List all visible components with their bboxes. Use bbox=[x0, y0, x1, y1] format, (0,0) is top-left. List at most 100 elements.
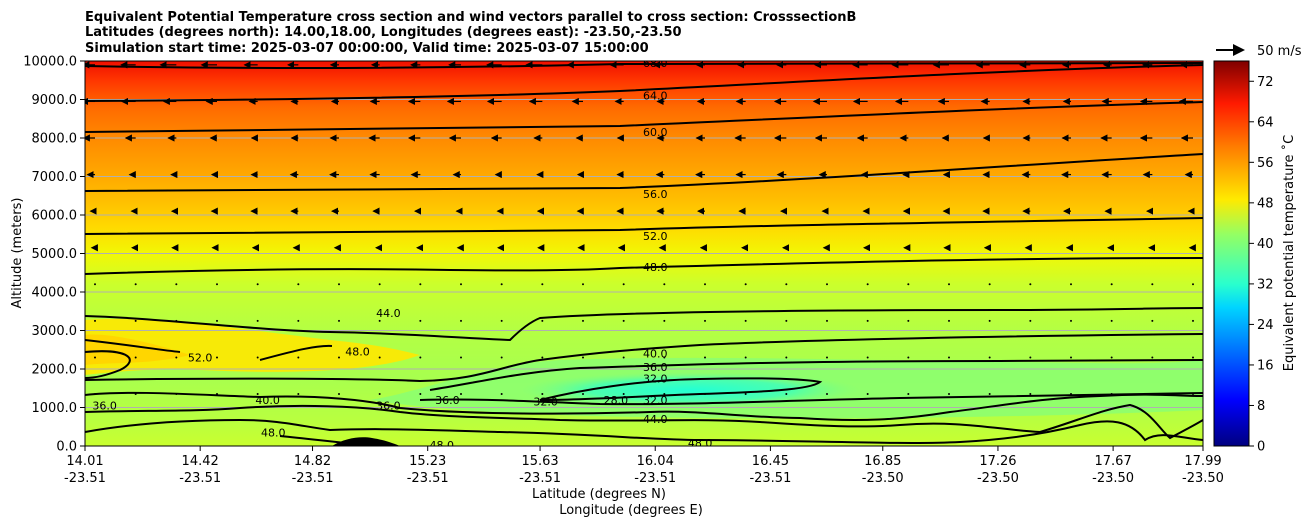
x-tick-lat: 15.63 bbox=[521, 454, 558, 469]
wind-vector bbox=[297, 393, 300, 396]
wind-vector bbox=[216, 393, 218, 396]
wind-vector bbox=[541, 393, 544, 396]
wind-vector bbox=[256, 356, 259, 359]
wind-vector bbox=[297, 319, 300, 322]
wind-vector bbox=[988, 319, 991, 322]
x-tick-lon: -23.51 bbox=[749, 471, 791, 486]
wind-vector bbox=[500, 356, 503, 359]
wind-vector bbox=[419, 283, 422, 286]
colorbar-tick-label: 0 bbox=[1257, 440, 1265, 455]
contour-48-lobe bbox=[259, 344, 333, 361]
wind-vector bbox=[785, 356, 788, 359]
x-tick-lon: -23.50 bbox=[862, 471, 904, 486]
wind-vector bbox=[582, 356, 584, 359]
contour-label: 48.0 bbox=[261, 427, 286, 440]
wind-vector bbox=[907, 356, 910, 359]
grid bbox=[85, 99, 1203, 408]
wind-vector bbox=[866, 393, 869, 396]
title-line-1: Equivalent Potential Temperature cross s… bbox=[85, 10, 856, 25]
x-axis: 14.01 -23.51 14.42 -23.51 14.82 -23.51 15.23 -2… bbox=[64, 446, 1224, 486]
contour-label: 48.0 bbox=[429, 439, 454, 452]
wind-vector bbox=[500, 283, 503, 286]
wind-vector bbox=[338, 283, 340, 286]
x-tick-lon: -23.51 bbox=[292, 471, 334, 486]
wind-vector bbox=[378, 356, 381, 359]
x-tick-lon: -23.50 bbox=[1092, 471, 1134, 486]
wind-vector bbox=[419, 319, 422, 322]
wind-vector bbox=[460, 393, 462, 396]
title-line-2: Latitudes (degrees north): 14.00,18.00, … bbox=[85, 25, 682, 40]
wind-vector bbox=[460, 283, 462, 286]
x-tick-lon: -23.51 bbox=[407, 471, 449, 486]
wind-vector bbox=[1070, 393, 1072, 396]
contour-label: 68.0 bbox=[643, 57, 668, 70]
wind-vector bbox=[134, 356, 137, 359]
contour-label: 60.0 bbox=[643, 126, 668, 139]
contour-label: 36.0 bbox=[643, 361, 668, 374]
contour-label: 48.0 bbox=[643, 261, 668, 274]
wind-vector bbox=[378, 319, 381, 322]
wind-vector bbox=[460, 319, 462, 322]
colorbar-label: Equivalent potential temperature ˚C bbox=[1281, 135, 1297, 371]
x-tick-lon: -23.51 bbox=[179, 471, 221, 486]
wind-vector bbox=[1029, 393, 1032, 396]
wind-vector bbox=[663, 283, 666, 286]
y-tick-label: 8000.0 bbox=[32, 132, 78, 147]
contour-label: 32.0 bbox=[533, 396, 558, 409]
x-tick-lat: 17.67 bbox=[1095, 454, 1132, 469]
x-tick-lat: 17.99 bbox=[1184, 454, 1221, 469]
wind-vector bbox=[1110, 393, 1113, 396]
wind-vector bbox=[988, 393, 991, 396]
contour-36-lower bbox=[85, 391, 1203, 421]
wind-vector bbox=[378, 283, 381, 286]
wind-vector bbox=[1151, 283, 1154, 286]
wind-vector bbox=[988, 283, 991, 286]
contour-label: 36.0 bbox=[435, 394, 460, 407]
wind-vector bbox=[1029, 319, 1032, 322]
x-tick-lat: 16.04 bbox=[637, 454, 674, 469]
wind-vector bbox=[1151, 356, 1154, 359]
y-tick-label: 10000.0 bbox=[23, 55, 77, 70]
wind-vector bbox=[866, 356, 869, 359]
wind-vector bbox=[744, 319, 747, 322]
y-tick-label: 4000.0 bbox=[32, 286, 78, 301]
x-axis-label-lon: Longitude (degrees E) bbox=[559, 503, 703, 518]
x-axis-label-lat: Latitude (degrees N) bbox=[532, 487, 666, 502]
y-tick-label: 2000.0 bbox=[32, 363, 78, 378]
wind-vector bbox=[1110, 356, 1113, 359]
wind-vector bbox=[866, 283, 869, 286]
wind-vector bbox=[622, 356, 625, 359]
wind-vector bbox=[541, 283, 544, 286]
wind-vector bbox=[500, 319, 503, 322]
wind-vector bbox=[988, 356, 991, 359]
colorbar-tick-label: 16 bbox=[1257, 358, 1274, 373]
contour-44 bbox=[85, 307, 1203, 342]
colorbar-tick-label: 56 bbox=[1257, 156, 1274, 171]
contour-48 bbox=[85, 257, 1203, 275]
x-tick-lon: -23.51 bbox=[634, 471, 676, 486]
wind-vector bbox=[826, 283, 828, 286]
wind-vector bbox=[907, 283, 910, 286]
x-tick-lon: -23.50 bbox=[977, 471, 1019, 486]
wind-vector bbox=[948, 319, 950, 322]
wind-vector bbox=[622, 283, 625, 286]
wind-vector bbox=[582, 319, 584, 322]
colorbar-tick-label: 64 bbox=[1257, 115, 1274, 130]
wind-vector bbox=[134, 283, 137, 286]
wind-vector bbox=[1192, 319, 1194, 322]
wind-vector bbox=[338, 393, 340, 396]
y-tick-label: 3000.0 bbox=[32, 324, 78, 339]
contour-label: 52.0 bbox=[188, 351, 213, 364]
wind-vector bbox=[826, 319, 828, 322]
contour-32-core bbox=[539, 377, 823, 401]
wind-vector bbox=[175, 283, 178, 286]
wind-vector bbox=[866, 319, 869, 322]
wind-vector bbox=[541, 356, 544, 359]
wind-vector bbox=[541, 319, 544, 322]
contour-lines bbox=[85, 62, 1203, 446]
wind-vector bbox=[338, 319, 340, 322]
wind-vector bbox=[622, 393, 625, 396]
wind-vector bbox=[948, 356, 950, 359]
wind-vector bbox=[785, 319, 788, 322]
